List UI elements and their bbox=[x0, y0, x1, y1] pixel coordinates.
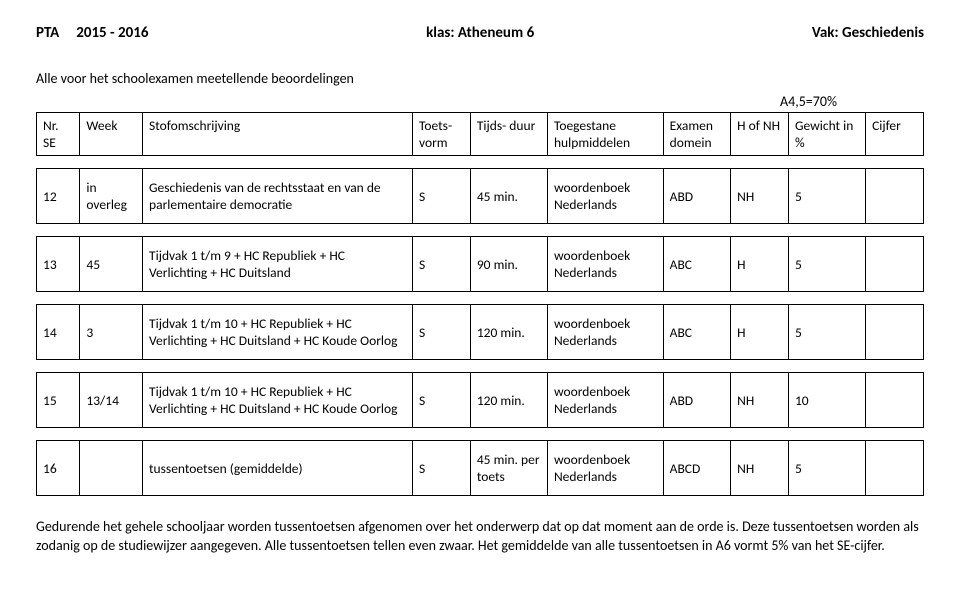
header-vak-label: Vak: bbox=[812, 24, 839, 42]
table-row: 15 13/14 Tijdvak 1 t/m 10 + HC Republiek… bbox=[37, 373, 924, 428]
col-dom: Examen domein bbox=[663, 113, 730, 156]
cell-dom: ABC bbox=[663, 237, 730, 292]
cell-desc: Tijdvak 1 t/m 10 + HC Republiek + HC Ver… bbox=[143, 373, 413, 428]
header-mid: klas: Atheneum 6 bbox=[426, 24, 534, 42]
cell-duur: 90 min. bbox=[470, 237, 547, 292]
header-klas-label: klas: bbox=[426, 24, 454, 42]
header-year: 2015 - 2016 bbox=[76, 24, 148, 42]
cell-gewicht: 10 bbox=[788, 373, 865, 428]
cell-week bbox=[80, 441, 143, 496]
table-row: 16 tussentoetsen (gemiddelde) S 45 min. … bbox=[37, 441, 924, 496]
footer-text: Gedurende het gehele schooljaar worden t… bbox=[36, 518, 924, 556]
cell-week: 45 bbox=[80, 237, 143, 292]
cell-dom: ABD bbox=[663, 373, 730, 428]
cell-gewicht: 5 bbox=[788, 169, 865, 224]
cell-hof: NH bbox=[731, 373, 789, 428]
cell-nr: 16 bbox=[37, 441, 80, 496]
cell-duur: 45 min. bbox=[470, 169, 547, 224]
cell-cijfer bbox=[866, 373, 924, 428]
col-duur: Tijds- duur bbox=[470, 113, 547, 156]
cell-week: 3 bbox=[80, 305, 143, 360]
cell-hulp: woordenboek Nederlands bbox=[547, 305, 663, 360]
col-hulp: Toegestane hulpmiddelen bbox=[547, 113, 663, 156]
col-gewicht: Gewicht in % bbox=[788, 113, 865, 156]
cell-gewicht: 5 bbox=[788, 305, 865, 360]
cell-nr: 14 bbox=[37, 305, 80, 360]
cell-duur: 120 min. bbox=[470, 373, 547, 428]
cell-gewicht: 5 bbox=[788, 441, 865, 496]
cell-desc: Tijdvak 1 t/m 10 + HC Republiek + HC Ver… bbox=[143, 305, 413, 360]
data-row-table: 15 13/14 Tijdvak 1 t/m 10 + HC Republiek… bbox=[36, 372, 924, 428]
col-hof: H of NH bbox=[731, 113, 789, 156]
cell-week: 13/14 bbox=[80, 373, 143, 428]
data-row-table: 13 45 Tijdvak 1 t/m 9 + HC Republiek + H… bbox=[36, 236, 924, 292]
intro-text: Alle voor het schoolexamen meetellende b… bbox=[36, 70, 924, 87]
cell-hof: H bbox=[731, 305, 789, 360]
cell-duur: 45 min. per toets bbox=[470, 441, 547, 496]
cell-hulp: woordenboek Nederlands bbox=[547, 373, 663, 428]
header-pta-label: PTA bbox=[36, 24, 59, 42]
cell-desc: Geschiedenis van de rechtsstaat en van d… bbox=[143, 169, 413, 224]
a45-label: A4,5=70% bbox=[754, 93, 924, 110]
cell-vorm: S bbox=[413, 441, 471, 496]
cell-hulp: woordenboek Nederlands bbox=[547, 169, 663, 224]
cell-hof: H bbox=[731, 237, 789, 292]
cell-dom: ABC bbox=[663, 305, 730, 360]
header-right: Vak: Geschiedenis bbox=[812, 24, 924, 42]
cell-cijfer bbox=[866, 305, 924, 360]
cell-cijfer bbox=[866, 237, 924, 292]
header-klas: Atheneum 6 bbox=[458, 24, 534, 42]
cell-gewicht: 5 bbox=[788, 237, 865, 292]
cell-duur: 120 min. bbox=[470, 305, 547, 360]
header-left: PTA 2015 - 2016 bbox=[36, 24, 148, 42]
table-row: 14 3 Tijdvak 1 t/m 10 + HC Republiek + H… bbox=[37, 305, 924, 360]
cell-hof: NH bbox=[731, 169, 789, 224]
cell-desc: tussentoetsen (gemiddelde) bbox=[143, 441, 413, 496]
col-nr: Nr. SE bbox=[37, 113, 80, 156]
cell-nr: 13 bbox=[37, 237, 80, 292]
col-cijfer: Cijfer bbox=[866, 113, 924, 156]
cell-nr: 15 bbox=[37, 373, 80, 428]
cell-vorm: S bbox=[413, 373, 471, 428]
header-vak: Geschiedenis bbox=[842, 24, 924, 42]
data-row-table: 16 tussentoetsen (gemiddelde) S 45 min. … bbox=[36, 440, 924, 496]
cell-nr: 12 bbox=[37, 169, 80, 224]
cell-dom: ABD bbox=[663, 169, 730, 224]
cell-cijfer bbox=[866, 169, 924, 224]
col-week: Week bbox=[80, 113, 143, 156]
document-header: PTA 2015 - 2016 klas: Atheneum 6 Vak: Ge… bbox=[36, 24, 924, 42]
cell-hof: NH bbox=[731, 441, 789, 496]
cell-vorm: S bbox=[413, 169, 471, 224]
column-header-row: Nr. SE Week Stofomschrijving Toets- vorm… bbox=[37, 113, 924, 156]
cell-vorm: S bbox=[413, 237, 471, 292]
cell-hulp: woordenboek Nederlands bbox=[547, 441, 663, 496]
data-row-table: 12 in overleg Geschiedenis van de rechts… bbox=[36, 168, 924, 224]
data-row-table: 14 3 Tijdvak 1 t/m 10 + HC Republiek + H… bbox=[36, 304, 924, 360]
header-table: Nr. SE Week Stofomschrijving Toets- vorm… bbox=[36, 112, 924, 156]
cell-desc: Tijdvak 1 t/m 9 + HC Republiek + HC Verl… bbox=[143, 237, 413, 292]
cell-week: in overleg bbox=[80, 169, 143, 224]
cell-dom: ABCD bbox=[663, 441, 730, 496]
cell-vorm: S bbox=[413, 305, 471, 360]
a45-row: A4,5=70% bbox=[36, 93, 924, 110]
cell-cijfer bbox=[866, 441, 924, 496]
col-desc: Stofomschrijving bbox=[143, 113, 413, 156]
col-vorm: Toets- vorm bbox=[413, 113, 471, 156]
cell-hulp: woordenboek Nederlands bbox=[547, 237, 663, 292]
table-row: 12 in overleg Geschiedenis van de rechts… bbox=[37, 169, 924, 224]
table-row: 13 45 Tijdvak 1 t/m 9 + HC Republiek + H… bbox=[37, 237, 924, 292]
